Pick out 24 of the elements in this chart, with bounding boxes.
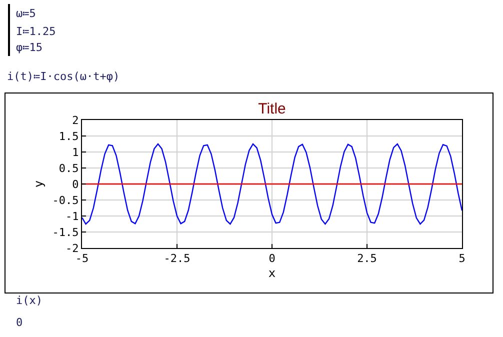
text: i(t)≔I·cos(ω·t+φ) <box>7 70 120 83</box>
text: i(x) <box>16 294 42 307</box>
x-axis-title: x <box>268 266 276 280</box>
y-tick-label: 0 <box>72 178 79 191</box>
y-tick-label: 1 <box>72 146 79 159</box>
y-tick-label: 2 <box>72 114 79 127</box>
y-tick-label: -2 <box>66 242 79 255</box>
text: φ≔15 <box>16 41 42 54</box>
y-tick-label: 0.5 <box>58 162 79 175</box>
text: I≔1.25 <box>16 25 56 38</box>
text: 0 <box>16 316 23 329</box>
x-tick-label: 0 <box>268 252 276 266</box>
y-tick-label: -1.5 <box>52 226 79 239</box>
y-tick-label: -0.5 <box>52 194 79 207</box>
x-tick-label: 2.5 <box>357 252 377 266</box>
text: ω≔5 <box>16 7 36 20</box>
y-tick-label: -1 <box>66 210 79 223</box>
y-axis-title: y <box>32 180 46 188</box>
x-tick-label: -5 <box>75 252 89 266</box>
chart-title: Title <box>258 100 286 118</box>
x-tick-label: 5 <box>458 252 466 266</box>
x-tick-label: -2.5 <box>164 252 190 266</box>
y-tick-label: 1.5 <box>58 130 79 143</box>
line-series <box>82 143 462 225</box>
